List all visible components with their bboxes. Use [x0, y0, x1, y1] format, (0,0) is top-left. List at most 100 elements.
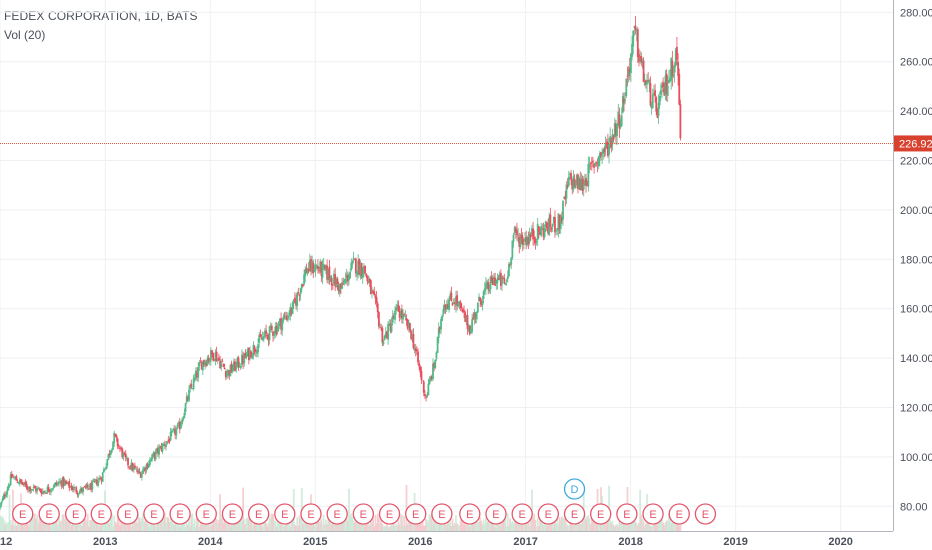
candle-body: [511, 240, 514, 258]
volume-bar: [256, 521, 258, 531]
earnings-marker[interactable]: E: [352, 503, 375, 525]
candle-body: [487, 282, 490, 290]
candle-body: [583, 180, 586, 186]
earnings-marker[interactable]: E: [668, 503, 690, 525]
volume-bar: [5, 521, 7, 531]
earnings-marker[interactable]: E: [38, 503, 60, 525]
earnings-marker[interactable]: E: [511, 503, 533, 525]
volume-bar: [451, 518, 454, 531]
earnings-marker[interactable]: E: [485, 503, 507, 525]
candle-body: [35, 488, 37, 492]
candle-body: [450, 292, 453, 302]
price-tick-label: 280.00: [900, 7, 932, 19]
candle-body: [425, 396, 427, 398]
candle-body: [90, 483, 93, 491]
candle-body: [485, 283, 487, 290]
volume-bar: [388, 526, 391, 531]
earnings-marker[interactable]: E: [378, 503, 401, 525]
volume-bar: [612, 525, 615, 531]
candle-body: [234, 361, 236, 372]
svg-text:E: E: [307, 509, 314, 521]
candle-body: [488, 289, 491, 292]
volume-bar: [514, 517, 517, 531]
candle-body: [58, 482, 60, 484]
volume-bar: [308, 521, 311, 531]
earnings-marker[interactable]: E: [459, 503, 481, 525]
candle-body: [296, 292, 299, 307]
volume-bar: [406, 524, 409, 531]
volume-bar: [35, 518, 37, 531]
volume-bar: [527, 521, 530, 531]
volume-bar: [275, 526, 278, 531]
candle-body: [190, 384, 193, 388]
earnings-marker[interactable]: E: [537, 503, 559, 525]
earnings-marker[interactable]: E: [590, 503, 612, 525]
candle-body: [265, 330, 268, 334]
candle-body: [228, 370, 231, 376]
earnings-marker[interactable]: E: [616, 503, 638, 525]
candle-body: [268, 326, 271, 340]
earnings-marker[interactable]: E: [12, 503, 34, 525]
svg-text:E: E: [281, 509, 288, 521]
earnings-marker[interactable]: E: [117, 503, 139, 525]
earnings-marker[interactable]: E: [143, 503, 165, 525]
volume-bar: [542, 524, 545, 531]
earnings-marker[interactable]: E: [694, 503, 717, 525]
earnings-marker[interactable]: E: [563, 503, 586, 525]
candle-body: [335, 279, 338, 288]
earnings-marker[interactable]: E: [405, 503, 427, 525]
earnings-marker[interactable]: E: [326, 503, 348, 525]
volume-bar: [655, 523, 658, 531]
candle-body: [572, 176, 575, 190]
volume-bar: [435, 523, 438, 531]
volume-bar: [243, 519, 246, 531]
candle-body: [410, 331, 413, 339]
candle-body: [546, 222, 548, 229]
earnings-marker[interactable]: E: [642, 503, 664, 525]
volume-bar: [628, 524, 631, 531]
volume-bar: [131, 517, 134, 531]
candle-body: [603, 147, 606, 153]
earnings-marker[interactable]: E: [195, 503, 217, 525]
earnings-marker[interactable]: E: [431, 503, 453, 525]
candle-body: [566, 184, 569, 187]
volume-bar: [192, 523, 195, 531]
volume-bar: [191, 513, 194, 531]
volume-bar: [504, 517, 507, 531]
volume-indicator-label[interactable]: Vol (20): [4, 28, 46, 42]
candle-body: [243, 353, 246, 364]
candle-body: [92, 480, 95, 482]
volume-bar: [481, 524, 484, 531]
earnings-marker[interactable]: E: [247, 503, 270, 525]
earnings-marker[interactable]: E: [274, 503, 296, 525]
price-tick-label: 200.00: [900, 205, 932, 217]
volume-bar: [461, 520, 464, 531]
volume-bar: [401, 514, 403, 531]
volume-bar: [193, 518, 196, 531]
earnings-marker[interactable]: E: [221, 503, 244, 525]
volume-bar: [166, 516, 169, 531]
volume-bar: [463, 524, 465, 531]
earnings-marker[interactable]: E: [65, 503, 87, 525]
volume-bar: [367, 520, 370, 531]
volume-bar: [455, 515, 457, 531]
candle-body: [647, 80, 650, 82]
candle-body: [224, 370, 227, 378]
candle-body: [134, 465, 136, 468]
dividend-marker[interactable]: D: [563, 478, 586, 500]
candle-body: [305, 268, 308, 273]
volume-bar: [129, 523, 132, 531]
candle-body: [47, 487, 50, 492]
volume-bar: [511, 521, 514, 531]
candle-body: [665, 73, 668, 94]
candle-body: [356, 271, 358, 276]
earnings-marker[interactable]: E: [169, 503, 191, 525]
earnings-marker[interactable]: E: [90, 503, 112, 525]
earnings-marker[interactable]: E: [300, 503, 322, 525]
volume-bar: [642, 521, 645, 531]
volume-bar: [558, 517, 561, 531]
candle-body: [99, 478, 102, 480]
candle-body: [592, 160, 594, 163]
volume-bar: [430, 514, 433, 531]
